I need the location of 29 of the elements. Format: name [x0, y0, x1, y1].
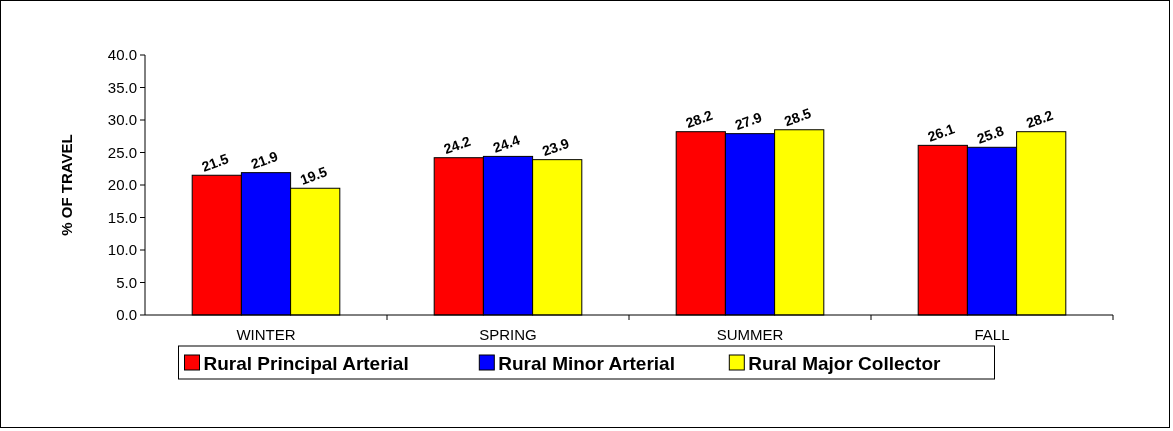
y-tick-label: 15.0	[107, 208, 137, 226]
y-tick-label: 40.0	[107, 46, 137, 64]
data-label: 28.2	[683, 106, 715, 132]
y-tick-label: 10.0	[107, 241, 137, 259]
data-label: 25.8	[974, 122, 1007, 147]
y-axis-title: % OF TRAVEL	[58, 134, 75, 236]
x-tick-label: WINTER	[236, 326, 296, 343]
y-tick-label: 35.0	[107, 78, 137, 96]
y-tick-label: 25.0	[107, 143, 137, 161]
data-label: 23.9	[539, 134, 572, 160]
data-label: 28.2	[1023, 106, 1056, 132]
x-tick-label: SUMMER	[716, 326, 784, 343]
data-label: 21.5	[199, 150, 231, 175]
data-label: 27.9	[732, 108, 765, 134]
data-label: 26.1	[925, 120, 957, 145]
y-tick-label: 20.0	[107, 176, 137, 194]
legend-label: Rural Major Collector	[748, 352, 942, 374]
data-label: 21.9	[248, 147, 281, 173]
legend-label: Rural Minor Arterial	[498, 352, 675, 374]
data-label: 24.4	[490, 131, 523, 156]
legend-label: Rural Principal Arterial	[203, 352, 409, 374]
y-tick-label: 0.0	[116, 306, 137, 324]
y-tick-label: 30.0	[107, 111, 137, 129]
x-tick-label: FALL	[974, 326, 1010, 343]
y-tick-label: 5.0	[116, 273, 137, 291]
data-label: 28.5	[781, 104, 814, 130]
x-tick-label: SPRING	[479, 326, 537, 343]
data-label: 19.5	[297, 163, 330, 188]
data-label: 24.2	[441, 132, 473, 158]
